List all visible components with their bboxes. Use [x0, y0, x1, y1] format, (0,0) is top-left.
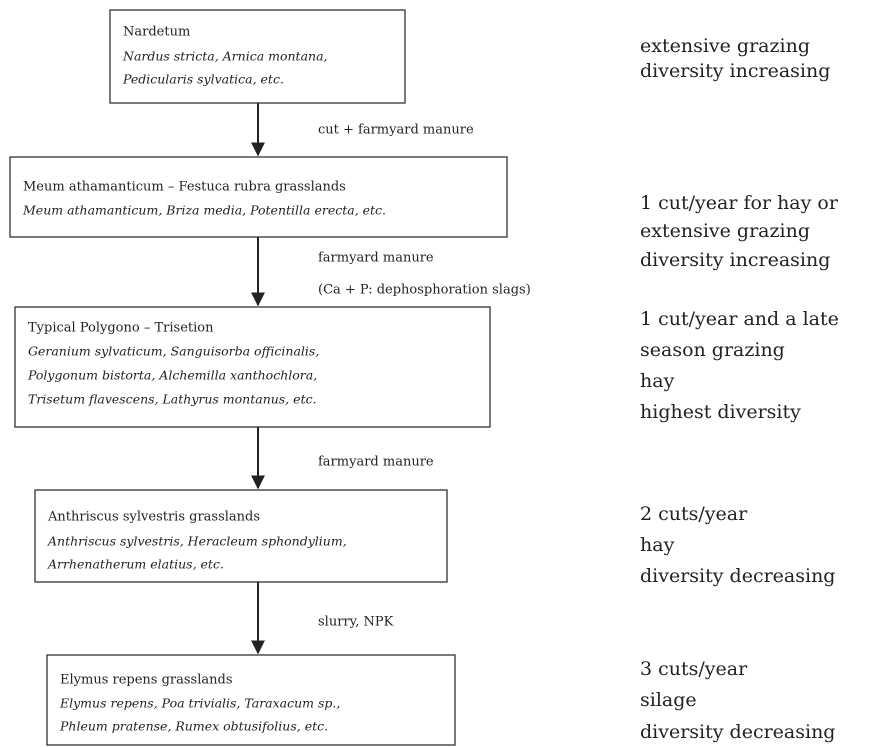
edge-label: farmyard manure	[318, 251, 434, 266]
management-note: diversity decreasing	[640, 721, 835, 743]
edge-label: (Ca + P: dephosphoration slags)	[318, 283, 531, 298]
node-title: Meum athamanticum – Festuca rubra grassl…	[23, 180, 346, 195]
node-species: Polygonum bistorta, Alchemilla xanthochl…	[27, 368, 317, 383]
management-note: 3 cuts/year	[640, 658, 748, 680]
node-box	[34, 489, 448, 583]
node-species: Elymus repens, Poa trivialis, Taraxacum …	[59, 696, 340, 711]
management-note: hay	[640, 370, 675, 392]
node-species: Phleum pratense, Rumex obtusifolius, etc…	[59, 719, 328, 734]
node-box	[14, 306, 491, 428]
node-species: Anthriscus sylvestris, Heracleum sphondy…	[47, 534, 347, 549]
node-box	[46, 654, 456, 746]
management-note: diversity increasing	[640, 249, 830, 271]
node-species: Geranium sylvaticum, Sanguisorba officin…	[28, 344, 319, 359]
management-note: season grazing	[640, 339, 785, 361]
management-note: extensive grazing	[640, 35, 810, 57]
edge-label: farmyard manure	[318, 455, 434, 470]
node-title: Typical Polygono – Trisetion	[28, 321, 214, 336]
node-species: Pedicularis sylvatica, etc.	[122, 72, 284, 87]
management-note: 2 cuts/year	[640, 503, 748, 525]
management-note: diversity increasing	[640, 60, 830, 82]
node-species: Meum athamanticum, Briza media, Potentil…	[22, 203, 386, 218]
management-note: highest diversity	[640, 401, 801, 423]
node-species: Nardus stricta, Arnica montana,	[122, 49, 328, 64]
edge-label: slurry, NPK	[318, 615, 394, 630]
node-species: Trisetum flavescens, Lathyrus montanus, …	[28, 392, 317, 407]
node-species: Arrhenatherum elatius, etc.	[47, 557, 224, 572]
management-note: diversity decreasing	[640, 565, 835, 587]
node-title: Nardetum	[123, 25, 190, 40]
edge-label: cut + farmyard manure	[318, 123, 474, 138]
management-note: silage	[640, 689, 697, 711]
node-title: Anthriscus sylvestris grasslands	[47, 510, 260, 525]
node-title: Elymus repens grasslands	[60, 673, 233, 688]
management-note: hay	[640, 534, 675, 556]
node-box	[109, 9, 406, 104]
management-note: 1 cut/year and a late	[640, 308, 839, 330]
management-note: extensive grazing	[640, 220, 810, 242]
management-note: 1 cut/year for hay or	[640, 192, 839, 214]
node-box	[9, 156, 508, 238]
